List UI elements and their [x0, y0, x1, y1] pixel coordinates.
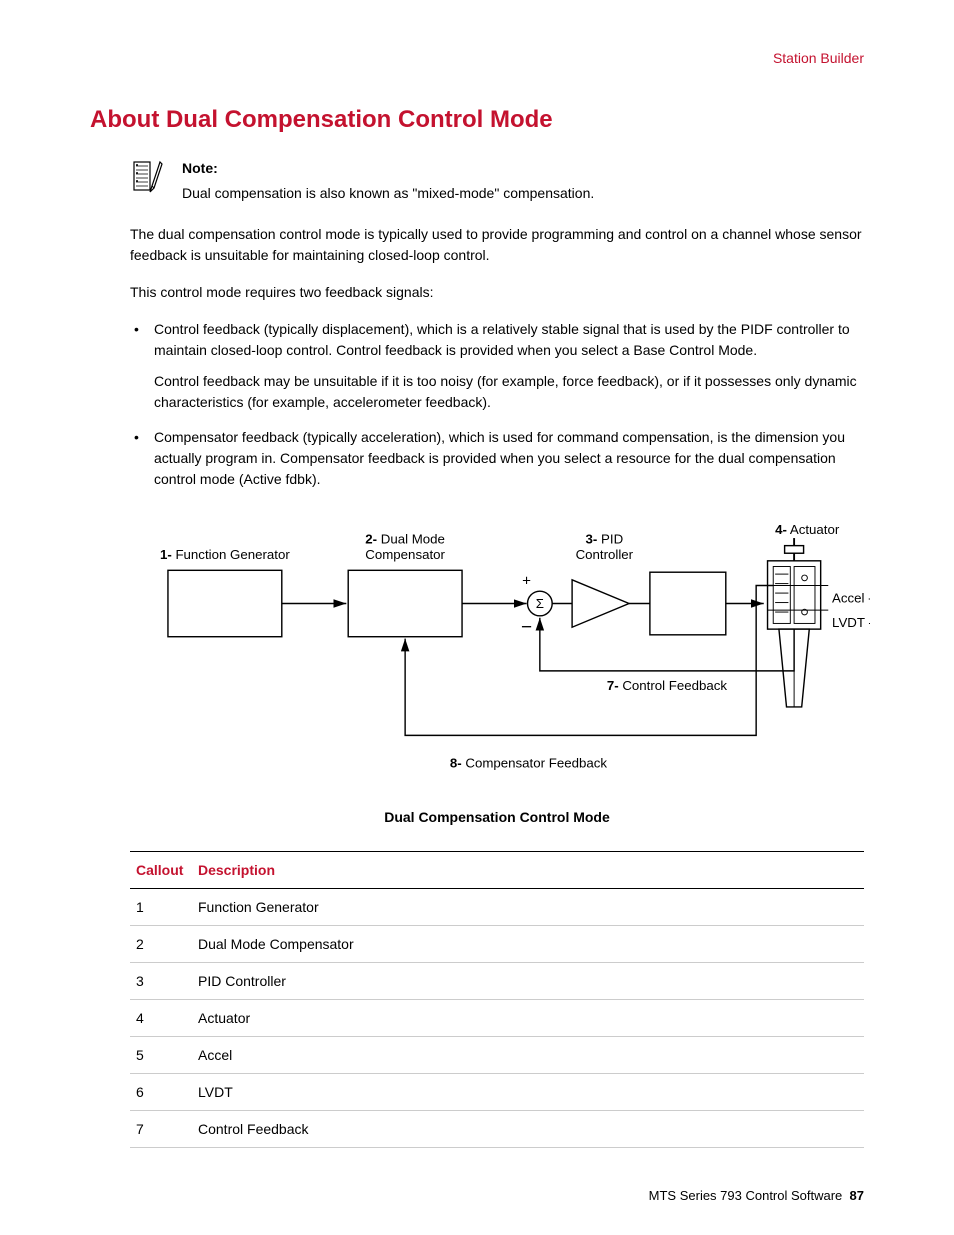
table-header-callout: Callout — [130, 852, 192, 889]
callout-table: Callout Description 1Function Generator … — [130, 851, 864, 1148]
table-cell: Function Generator — [192, 889, 864, 926]
diagram-label-5: Accel - 5 — [832, 591, 870, 606]
note-text: Dual compensation is also known as "mixe… — [182, 185, 594, 201]
table-cell: 2 — [130, 926, 192, 963]
bullet-item-2: Compensator feedback (typically accelera… — [130, 427, 864, 490]
bullet-list: Control feedback (typically displacement… — [130, 319, 864, 490]
table-row: 4Actuator — [130, 1000, 864, 1037]
body-paragraph-2: This control mode requires two feedback … — [130, 282, 864, 303]
table-cell: 1 — [130, 889, 192, 926]
table-row: 2Dual Mode Compensator — [130, 926, 864, 963]
table-cell: 3 — [130, 963, 192, 1000]
table-cell: Actuator — [192, 1000, 864, 1037]
diagram-label-6: LVDT - 6 — [832, 615, 870, 630]
table-cell: PID Controller — [192, 963, 864, 1000]
footer-page: 87 — [850, 1188, 864, 1203]
diagram-label-2b: Compensator — [365, 547, 445, 562]
diagram-label-3b: Controller — [576, 547, 634, 562]
note-icon — [130, 158, 170, 199]
footer-doc: MTS Series 793 Control Software — [649, 1188, 843, 1203]
body-paragraph-1: The dual compensation control mode is ty… — [130, 224, 864, 266]
diagram-label-4: 4- Actuator — [775, 522, 840, 537]
table-cell: 5 — [130, 1037, 192, 1074]
table-cell: LVDT — [192, 1074, 864, 1111]
table-cell: 7 — [130, 1111, 192, 1148]
bullet-1-p1: Control feedback (typically displacement… — [154, 319, 864, 361]
table-cell: Control Feedback — [192, 1111, 864, 1148]
table-row: 3PID Controller — [130, 963, 864, 1000]
diagram-label-3: 3- PID — [586, 532, 624, 547]
bullet-1-p2: Control feedback may be unsuitable if it… — [154, 371, 864, 413]
diagram-label-1: 1- Function Generator — [160, 547, 290, 562]
table-cell: Dual Mode Compensator — [192, 926, 864, 963]
svg-text:−: − — [521, 617, 532, 638]
table-row: 7Control Feedback — [130, 1111, 864, 1148]
breadcrumb: Station Builder — [90, 50, 864, 66]
diagram: 1- Function Generator 2- Dual Mode Compe… — [130, 510, 864, 825]
svg-text:+: + — [522, 572, 531, 589]
footer: MTS Series 793 Control Software 87 — [649, 1188, 864, 1203]
table-cell: Accel — [192, 1037, 864, 1074]
table-row: 6LVDT — [130, 1074, 864, 1111]
diagram-caption: Dual Compensation Control Mode — [130, 809, 864, 825]
bullet-2-p1: Compensator feedback (typically accelera… — [154, 427, 864, 490]
note-block: Note: Dual compensation is also known as… — [130, 158, 864, 204]
table-row: 1Function Generator — [130, 889, 864, 926]
svg-text:Σ: Σ — [536, 596, 544, 611]
note-label: Note: — [182, 158, 864, 179]
diagram-label-7: 7- Control Feedback — [607, 678, 728, 693]
table-cell: 4 — [130, 1000, 192, 1037]
bullet-item-1: Control feedback (typically displacement… — [130, 319, 864, 413]
table-header-description: Description — [192, 852, 864, 889]
table-cell: 6 — [130, 1074, 192, 1111]
diagram-label-8: 8- Compensator Feedback — [450, 756, 607, 771]
diagram-label-2: 2- Dual Mode — [365, 532, 445, 547]
actuator-icon — [768, 538, 821, 707]
table-row: 5Accel — [130, 1037, 864, 1074]
page-title: About Dual Compensation Control Mode — [90, 106, 864, 134]
